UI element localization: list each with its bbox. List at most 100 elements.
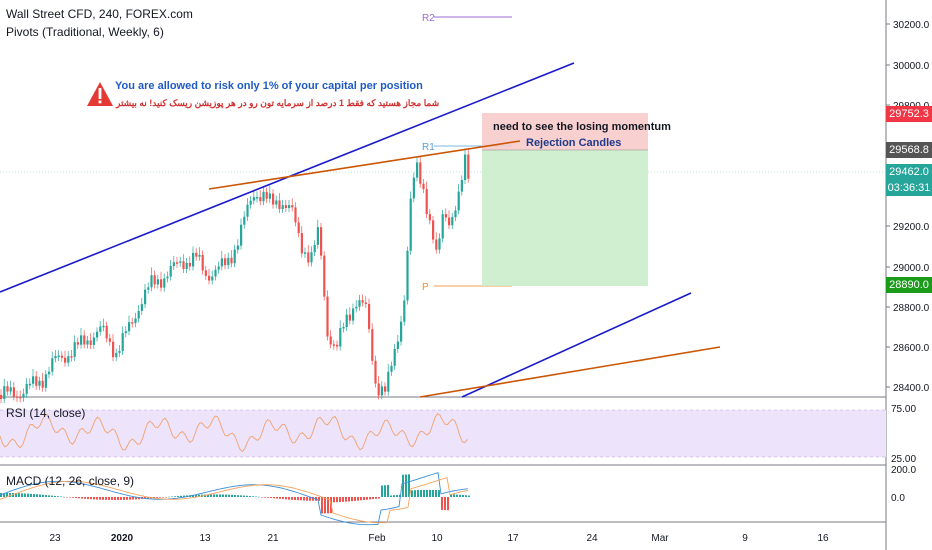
candle [131,322,134,324]
candle [342,326,345,329]
candle [16,396,19,398]
candle [252,197,255,201]
candle [102,325,105,328]
macd-bar [231,494,233,497]
support-trendline[interactable] [419,346,721,398]
macd-bar [288,497,290,500]
macd-bar [456,494,458,497]
short-position-target-zone[interactable] [482,150,648,286]
price-tick-label: 28800.0 [893,303,930,314]
candle [326,296,329,337]
macd-bar [204,494,206,497]
candle [444,214,447,218]
macd-title[interactable]: MACD (12, 26, close, 9) [6,474,135,488]
candle [345,314,348,327]
candle [358,300,361,307]
macd-bar [6,493,8,497]
candle [278,200,281,210]
candle [403,300,406,322]
macd-bar [54,495,56,497]
macd-bar [303,497,305,501]
macd-bar [240,495,242,497]
rsi-tick-75: 75.00 [891,404,916,415]
macd-bar [261,497,263,498]
candle [457,191,460,211]
macd-bar [411,490,413,497]
rsi-band [0,410,886,457]
candle [118,351,121,353]
candle [348,314,351,321]
macd-bar [378,497,380,499]
macd-bar [75,497,77,499]
macd-bar [459,494,461,497]
candle [128,322,131,332]
candle [51,358,54,372]
macd-line[interactable] [0,472,469,526]
time-tick-label: 13 [199,533,211,544]
rsi-line[interactable] [0,412,468,453]
short-position-stop-zone[interactable] [482,113,648,150]
candle [41,380,44,388]
pivot-label-p: P [422,282,429,293]
rsi-title[interactable]: RSI (14, close) [6,406,86,420]
candle [172,262,175,267]
candle [438,238,441,250]
time-tick-label: 23 [49,533,61,544]
time-axis[interactable]: 23 2020 13 21 Feb 10 17 24 Mar 9 16 [49,533,829,544]
pane-separators [0,0,887,550]
pivot-label-r2: R2 [422,13,435,24]
candle [220,258,223,267]
candle [396,341,399,349]
symbol-title: Wall Street CFD, 240, FOREX.com [6,7,193,21]
candle [124,331,127,334]
resistance-trendline[interactable] [208,140,521,190]
candlestick-series[interactable] [0,147,470,403]
candle [451,217,454,226]
channel-lower-line[interactable] [461,292,692,398]
price-axis[interactable]: 30200.030000.029800.029600.029400.029200… [886,20,930,394]
candle [297,222,300,234]
macd-bar [222,494,224,497]
candle [64,357,67,363]
macd-bar [69,497,71,498]
candle [115,352,118,358]
candle [0,395,3,399]
macd-bar [225,494,227,497]
candle [176,262,179,264]
macd-bar [36,494,38,497]
candle [35,376,38,386]
macd-bar [234,494,236,497]
candle [96,331,99,338]
pivots-indicator-title[interactable]: Pivots (Traditional, Weekly, 6) [6,25,164,39]
candle [460,179,463,192]
macd-bar [72,497,74,498]
candle [108,338,111,342]
macd-bar [48,495,50,497]
candle [67,356,70,363]
macd-bar [153,497,155,499]
macd-bar [243,495,245,497]
candle [243,216,246,225]
macd-bar [324,497,326,514]
macd-bar [120,497,122,500]
target-price-badge: 28890.0 [886,277,932,293]
macd-bar [60,496,62,498]
macd-bar [138,497,140,500]
candle [3,386,6,399]
macd-bar [51,495,53,497]
macd-signal-line[interactable] [0,477,469,524]
candle [73,342,76,357]
macd-bar [273,497,275,499]
macd-bar [39,494,41,497]
macd-bar [348,497,350,502]
macd-bar [105,497,107,500]
candle [230,257,233,264]
candle [227,257,230,266]
candle [361,300,364,303]
macd-bar [93,497,95,500]
candle [412,177,415,199]
candle [422,183,425,190]
macd-bar [462,495,464,497]
price-tick-label: 30000.0 [893,61,930,72]
